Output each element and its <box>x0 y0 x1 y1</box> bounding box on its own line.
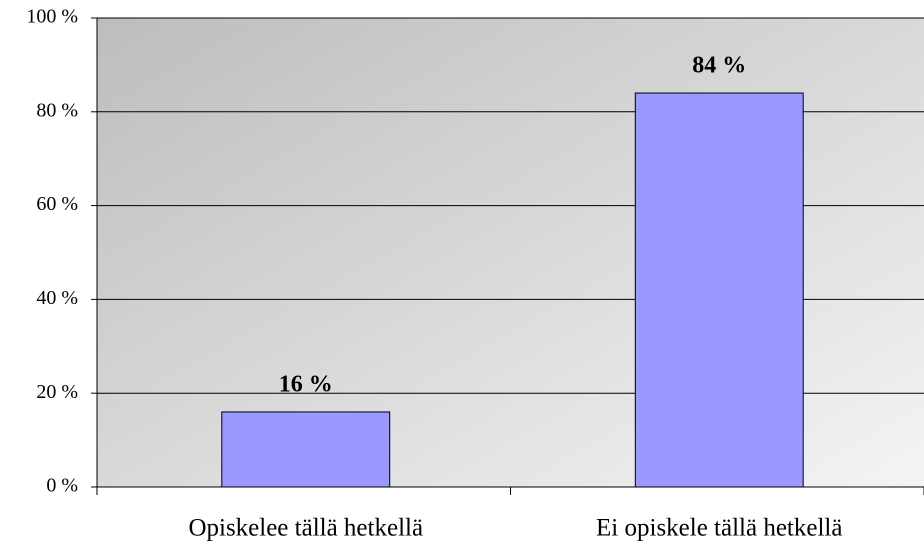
y-tick-label: 60 % <box>36 193 78 215</box>
y-tick-label: 20 % <box>36 381 78 403</box>
value-label: 84 % <box>692 53 746 79</box>
y-tick-label: 40 % <box>36 287 78 309</box>
value-label: 16 % <box>279 371 333 397</box>
y-tick-label: 0 % <box>46 475 78 497</box>
bar <box>221 411 391 488</box>
x-tick-label: Opiskelee tällä hetkellä <box>188 515 423 542</box>
x-tick-label: Ei opiskele tällä hetkellä <box>596 515 842 542</box>
y-tick-label: 80 % <box>36 99 78 121</box>
y-tick-label: 100 % <box>26 6 78 28</box>
bar <box>634 92 804 488</box>
